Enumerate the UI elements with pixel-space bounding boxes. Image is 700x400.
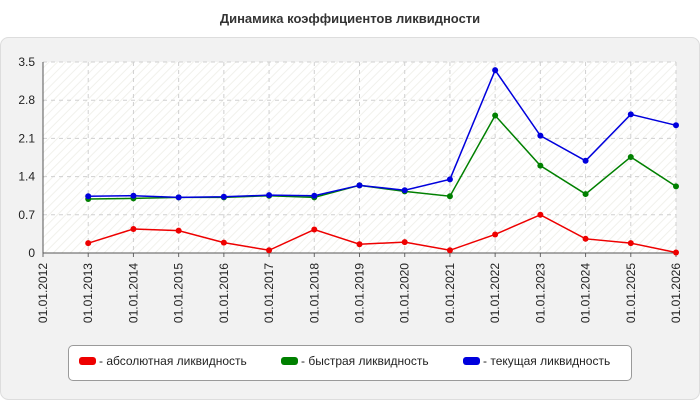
legend-item-current: - текущая ликвидность [463, 354, 610, 368]
legend-swatch-current [463, 357, 480, 365]
series-line-current [88, 68, 677, 199]
data-point-absolute [401, 239, 408, 246]
data-point-current [220, 193, 227, 200]
legend-label-current: - текущая ликвидность [483, 354, 611, 368]
legend-item-absolute: - абсолютная ликвидность [79, 354, 247, 368]
legend-item-quick: - быстрая ликвидность [281, 354, 429, 368]
x-tick-label: 01.01.2018 [307, 263, 321, 323]
x-tick-label: 01.01.2012 [36, 263, 50, 323]
data-point-current [266, 192, 273, 199]
legend: - абсолютная ликвидность - быстрая ликви… [68, 345, 632, 381]
data-point-absolute [673, 249, 679, 256]
data-point-current [85, 193, 92, 200]
y-tick-label: 2.1 [18, 131, 35, 145]
y-tick-label: 2.8 [18, 93, 35, 107]
x-tick-label: 01.01.2022 [488, 263, 502, 323]
data-point-quick [492, 112, 499, 119]
legend-label-quick: - быстрая ликвидность [301, 354, 429, 368]
x-tick-label: 01.01.2026 [669, 263, 683, 323]
x-tick-label: 01.01.2023 [533, 263, 547, 323]
x-tick-label: 01.01.2016 [217, 263, 231, 323]
data-point-absolute [85, 240, 92, 247]
data-point-absolute [311, 226, 318, 233]
data-point-absolute [582, 235, 589, 242]
data-point-absolute [356, 241, 363, 248]
chart-title: Динамика коэффициентов ликвидности [219, 11, 481, 26]
x-tick-label: 01.01.2020 [398, 263, 412, 323]
data-point-quick [446, 193, 453, 200]
data-point-quick [537, 162, 544, 169]
x-tick-label: 01.01.2017 [262, 263, 276, 323]
x-tick-label: 01.01.2024 [579, 263, 593, 323]
data-point-absolute [266, 247, 273, 254]
data-point-quick [627, 153, 634, 160]
x-tick-label: 01.01.2013 [81, 263, 95, 323]
data-point-current [537, 132, 544, 139]
data-point-absolute [492, 231, 499, 238]
data-point-current [130, 192, 137, 199]
legend-swatch-absolute [79, 357, 96, 365]
x-tick-label: 01.01.2015 [172, 263, 186, 323]
data-point-quick [673, 183, 679, 190]
data-point-quick [582, 191, 589, 198]
y-tick-label: 0 [28, 246, 35, 260]
data-point-current [582, 157, 589, 164]
data-point-absolute [220, 239, 227, 246]
y-tick-label: 3.5 [18, 55, 35, 69]
data-point-current [356, 182, 363, 189]
x-tick-label: 01.01.2014 [126, 263, 140, 323]
data-point-current [492, 67, 499, 74]
legend-swatch-quick [281, 357, 298, 365]
legend-label-absolute: - абсолютная ликвидность [99, 354, 247, 368]
plot-area [43, 62, 676, 253]
y-tick-label: 0.7 [18, 208, 35, 222]
data-point-absolute [175, 227, 182, 234]
x-tick-label: 01.01.2019 [353, 263, 367, 323]
data-point-absolute [130, 225, 137, 232]
series-line-absolute [87, 213, 677, 254]
data-point-current [627, 111, 634, 118]
x-tick-label: 01.01.2021 [443, 263, 457, 323]
data-point-absolute [537, 211, 544, 218]
data-point-current [446, 176, 453, 183]
data-point-absolute [627, 240, 634, 247]
data-point-current [311, 192, 318, 199]
x-tick-label: 01.01.2025 [624, 263, 638, 323]
data-point-current [175, 194, 182, 201]
y-tick-label: 1.4 [18, 170, 35, 184]
data-point-absolute [446, 247, 453, 254]
data-point-current [401, 187, 408, 194]
data-point-current [673, 122, 679, 129]
